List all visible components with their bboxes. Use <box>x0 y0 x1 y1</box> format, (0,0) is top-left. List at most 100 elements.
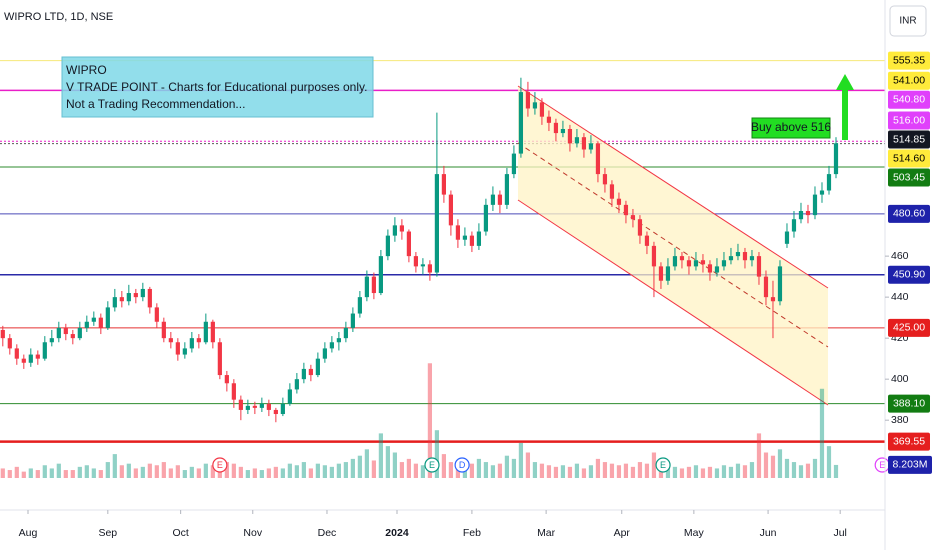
candle-body <box>119 297 124 302</box>
x-tick-label: May <box>684 527 705 539</box>
volume-bar <box>413 463 418 478</box>
candle-body <box>385 235 390 257</box>
volume-bar <box>336 463 341 478</box>
event-label: E <box>660 460 666 470</box>
chart-title: WIPRO LTD, 1D, NSE <box>4 11 113 23</box>
candle-body <box>56 327 61 339</box>
x-tick-label: 2024 <box>385 527 409 539</box>
volume-bar <box>630 466 636 478</box>
volume-bar <box>728 466 734 478</box>
volume-bar <box>252 468 257 478</box>
volume-bar <box>126 463 131 478</box>
level-label-box <box>888 149 930 168</box>
volume-bar <box>56 463 61 478</box>
volume-bar <box>812 458 818 478</box>
volume-bar <box>826 446 832 478</box>
candle-body <box>581 137 587 150</box>
volume-bar <box>602 462 608 478</box>
candle-body <box>98 317 103 328</box>
volume-bar <box>231 463 236 478</box>
volume-bar <box>714 468 720 478</box>
candle-body <box>427 264 432 273</box>
level-label-box <box>888 318 930 337</box>
volume-bar <box>378 433 383 478</box>
candle-body <box>273 409 278 415</box>
candle-body <box>434 174 439 273</box>
candle-body <box>721 260 727 267</box>
y-tick-label: 460 <box>891 250 909 262</box>
candle-body <box>14 348 19 359</box>
level-label: 480.60 <box>893 208 925 220</box>
candle-body <box>574 137 580 144</box>
volume-bar <box>616 465 622 478</box>
volume-bar <box>735 463 741 478</box>
level-label: 369.55 <box>893 435 925 447</box>
volume-bar <box>322 465 327 478</box>
volume-bar <box>14 466 19 478</box>
volume-bar <box>392 452 397 478</box>
candle-body <box>714 266 720 273</box>
candle-body <box>287 389 292 404</box>
candle-body <box>245 405 250 410</box>
x-tick-label: Sep <box>98 527 117 539</box>
candle-body <box>539 102 545 117</box>
volume-bar <box>763 452 769 478</box>
volume-bar <box>294 465 299 478</box>
volume-bar <box>301 462 306 478</box>
event-marker <box>655 457 671 473</box>
level-label: 541.00 <box>893 75 925 87</box>
volume-bar <box>581 468 587 478</box>
volume-bar <box>651 452 657 478</box>
candle-body <box>469 235 475 246</box>
volume-bar <box>77 466 82 478</box>
volume-bar <box>791 462 797 478</box>
y-tick-label: 380 <box>891 414 909 426</box>
candle-body <box>70 334 75 339</box>
volume-bar <box>567 466 573 478</box>
candle-body <box>742 252 748 261</box>
volume-bar <box>784 458 790 478</box>
volume-bar <box>434 430 439 478</box>
candle-body <box>28 354 33 363</box>
candle-body <box>203 321 208 343</box>
volume <box>0 363 839 478</box>
candle-body <box>595 143 601 175</box>
candle-body <box>826 174 832 191</box>
candle-body <box>301 368 306 380</box>
candle-body <box>350 313 355 328</box>
volume-bar <box>91 468 96 478</box>
candle-body <box>658 266 664 281</box>
x-tick-label: Jul <box>833 527 846 539</box>
volume-bar <box>42 465 47 478</box>
volume-bar <box>406 458 411 478</box>
x-tick-label: Jun <box>760 527 777 539</box>
volume-bar <box>357 455 362 478</box>
level-label: 540.80 <box>893 94 925 106</box>
candle-body <box>168 338 173 343</box>
x-tick-label: Nov <box>243 527 262 539</box>
level-label-box <box>888 90 930 109</box>
candle-body <box>406 231 411 257</box>
candle-body <box>616 198 622 205</box>
volume-bar <box>770 455 776 478</box>
candle-body <box>224 375 229 384</box>
volume-bar <box>182 470 187 478</box>
volume-bar <box>420 465 425 478</box>
level-label-box <box>888 394 930 413</box>
y-tick-label: 440 <box>891 291 909 303</box>
volume-bar <box>98 470 103 478</box>
currency-box <box>889 5 927 37</box>
volume-bar <box>686 466 692 478</box>
candle-body <box>693 260 699 267</box>
volume-bar <box>119 465 124 478</box>
candle-body <box>252 405 257 408</box>
volume-bar <box>315 463 320 478</box>
candle-body <box>147 288 152 308</box>
candle-body <box>630 215 636 220</box>
candle-body <box>665 266 671 281</box>
volume-bar <box>259 470 264 478</box>
volume-bar <box>623 463 629 478</box>
volume-bar <box>518 442 524 478</box>
volume-bar <box>329 466 334 478</box>
volume-bar <box>504 455 510 478</box>
